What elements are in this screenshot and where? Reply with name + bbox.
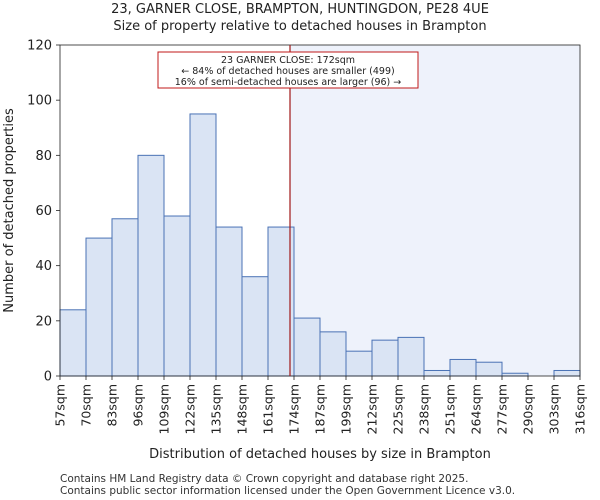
histogram-bar: [111, 218, 139, 377]
highlight-region: [290, 45, 580, 376]
histogram-bar: [501, 372, 529, 377]
x-tick-label: 109sqm: [157, 384, 172, 434]
y-tick-label: 40: [35, 259, 52, 274]
annotation-box: [157, 51, 419, 89]
y-tick-label: 0: [44, 370, 52, 385]
annotation-larger-text: 16% of semi-detached houses are larger (…: [175, 77, 402, 88]
annotation-smaller-text: ← 84% of detached houses are smaller (49…: [181, 66, 394, 77]
chart-title: 23, GARNER CLOSE, BRAMPTON, HUNTINGDON, …: [111, 2, 489, 17]
x-tick-label: 316sqm: [573, 384, 588, 434]
annotation-label: 23 GARNER CLOSE: 172sqm: [221, 55, 355, 66]
y-tick-label: 20: [35, 314, 52, 329]
histogram-bar: [85, 237, 113, 377]
chart-subtitle: Size of property relative to detached ho…: [113, 19, 487, 34]
x-tick-label: 96sqm: [131, 384, 146, 427]
histogram-bar: [423, 369, 451, 377]
y-tick-label: 120: [27, 39, 52, 54]
y-tick-label: 60: [35, 204, 52, 219]
x-tick-label: 238sqm: [417, 384, 432, 434]
x-tick-label: 225sqm: [391, 384, 406, 434]
x-tick-label: 174sqm: [287, 384, 302, 434]
histogram-bar: [137, 154, 165, 377]
histogram-bar: [163, 215, 191, 377]
histogram-bar: [475, 361, 503, 377]
histogram-bar: [215, 226, 243, 377]
x-tick-label: 187sqm: [313, 384, 328, 434]
histogram-bar: [553, 369, 581, 377]
histogram-bar: [345, 350, 373, 377]
x-tick-label: 212sqm: [365, 384, 380, 434]
histogram-bar: [319, 331, 347, 377]
x-tick-label: 251sqm: [443, 384, 458, 434]
x-tick-label: 148sqm: [235, 384, 250, 434]
x-axis-label: Distribution of detached houses by size …: [149, 447, 491, 462]
histogram-bar: [189, 113, 217, 377]
y-tick-label: 100: [27, 94, 52, 109]
footer-line-2: Contains public sector information licen…: [60, 485, 516, 497]
x-tick-label: 290sqm: [521, 384, 536, 434]
x-tick-label: 303sqm: [547, 384, 562, 434]
x-tick-label: 83sqm: [105, 384, 120, 427]
histogram-bar: [397, 336, 425, 377]
histogram-bar: [293, 317, 321, 377]
x-tick-label: 277sqm: [495, 384, 510, 434]
x-tick-label: 57sqm: [53, 384, 68, 427]
x-tick-label: 264sqm: [469, 384, 484, 434]
x-tick-label: 199sqm: [339, 384, 354, 434]
histogram-bar: [59, 309, 87, 377]
x-tick-label: 122sqm: [183, 384, 198, 434]
histogram-bar: [449, 358, 477, 377]
y-axis-label: Number of detached properties: [2, 108, 17, 313]
y-tick-label: 80: [35, 149, 52, 164]
histogram-bar: [371, 339, 399, 377]
x-tick-label: 135sqm: [209, 384, 224, 434]
histogram-bar: [241, 276, 269, 377]
x-tick-label: 161sqm: [261, 384, 276, 434]
footer-line-1: Contains HM Land Registry data © Crown c…: [60, 473, 469, 485]
x-tick-label: 70sqm: [79, 384, 94, 427]
